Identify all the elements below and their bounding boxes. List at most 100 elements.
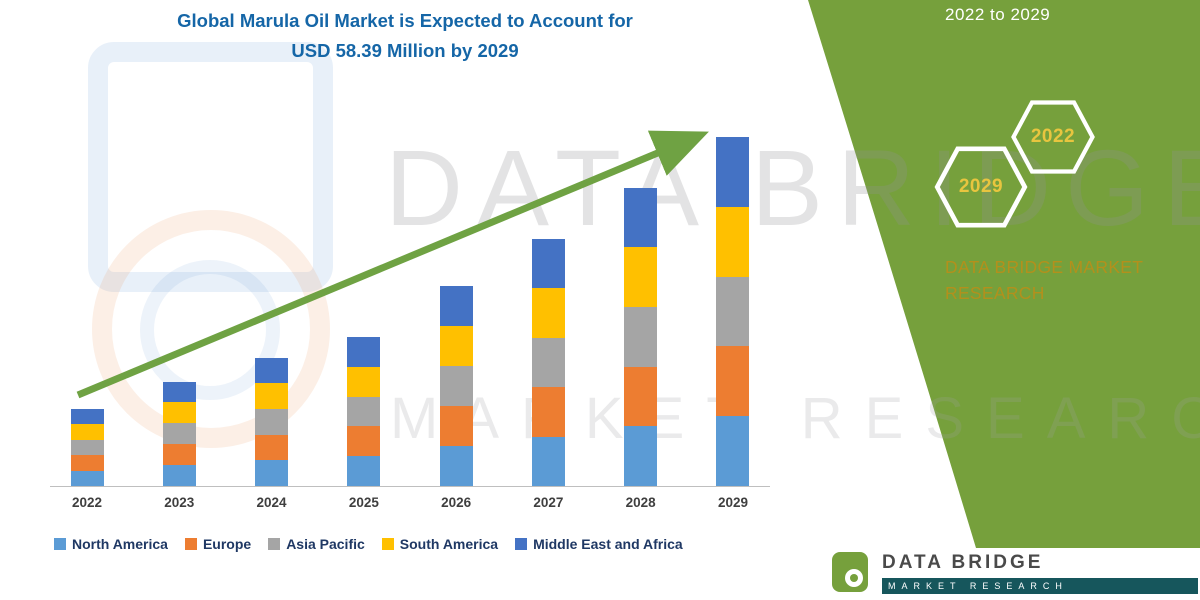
bar-segment [439, 366, 473, 406]
bar-stack [531, 238, 565, 486]
bar-segment [716, 206, 750, 277]
footer-brand-name: DATA BRIDGE [882, 552, 1044, 573]
hexagon-2029: 2029 [933, 146, 1029, 228]
logo-dot-shape [850, 574, 858, 582]
bar-stack [624, 187, 658, 486]
bar-column-2029 [702, 128, 764, 486]
bar-column-2026 [425, 128, 487, 486]
legend-swatch [54, 538, 66, 550]
chart-legend: North America Europe Asia Pacific South Ame… [50, 536, 770, 552]
bar-segment [716, 137, 750, 207]
bar-segment [624, 187, 658, 248]
legend-item-europe: Europe [184, 536, 252, 552]
bar-segment [624, 426, 658, 486]
bar-segment [624, 366, 658, 427]
x-axis-labels: 2022 2023 2024 2025 2026 2027 2028 2029 [50, 495, 770, 510]
bar-stack [347, 337, 381, 486]
bar-segment [347, 337, 381, 367]
bar-segment [70, 439, 104, 455]
legend-swatch [381, 538, 394, 550]
legend-swatch [184, 538, 197, 550]
bar-stack [716, 137, 750, 486]
green-side-panel [808, 0, 1200, 548]
bar-segment [531, 337, 565, 387]
x-axis-line [50, 486, 770, 487]
panel-brand-line1: DATA BRIDGE MARKET [945, 257, 1144, 277]
footer-brand-block: DATA BRIDGE MARKET RESEARCH [882, 552, 1198, 594]
bar-segment [255, 408, 289, 435]
x-axis-label: 2026 [441, 495, 472, 510]
legend-label: Middle East and Africa [533, 536, 683, 552]
bar-segment [347, 396, 381, 427]
bar-segment [70, 424, 104, 440]
hexagon-outline-icon [934, 146, 1028, 228]
bar-column-2027 [517, 128, 579, 486]
legend-label: Europe [202, 536, 252, 552]
bar-stack [162, 381, 196, 486]
stacked-bar-chart: 2022 2023 2024 2025 2026 2027 2028 2029 North A… [50, 128, 770, 552]
bar-segment [70, 470, 104, 486]
bar-segment [162, 423, 196, 445]
bar-column-2023 [148, 128, 210, 486]
bar-segment [531, 387, 565, 437]
bar-segment [531, 288, 565, 338]
legend-item-south-america: South America [381, 536, 499, 552]
side-panel-content: 2022 to 2029 2029 2022 DATA BRIDGE MARKE… [780, 0, 1200, 600]
bar-segment [531, 238, 565, 288]
hexagon-2022-label: 2022 [1030, 126, 1076, 147]
legend-swatch [515, 538, 528, 550]
legend-item-asia-pacific: Asia Pacific [268, 536, 365, 552]
x-axis-label: 2022 [71, 495, 103, 510]
hexagon-2022: 2022 [1010, 100, 1096, 174]
databridge-logo-icon [832, 552, 868, 592]
bar-segment [624, 247, 658, 307]
legend-item-middle-east-and-africa: Middle East and Africa [515, 536, 683, 552]
bar-stack [255, 357, 289, 486]
bar-segment [255, 357, 289, 384]
hexagon-outline-icon [1011, 100, 1095, 174]
x-axis-label: 2023 [164, 495, 195, 510]
bar-column-2028 [610, 128, 672, 486]
x-axis-label: 2029 [717, 495, 748, 510]
chart-title-line2: USD 58.39 Million by 2029 [291, 39, 519, 61]
bar-segment [439, 286, 473, 326]
footer-brand-subtitle: MARKET RESEARCH [882, 578, 1198, 594]
legend-swatch [268, 538, 281, 550]
bar-stack [70, 408, 104, 486]
legend-item-north-america: North America [54, 536, 168, 552]
bar-segment [624, 306, 658, 367]
bar-segment [347, 456, 381, 486]
chart-title-line1: Global Marula Oil Market is Expected to … [177, 10, 633, 31]
x-axis-label: 2027 [533, 495, 564, 510]
bar-segment [716, 276, 750, 347]
bar-segment [531, 436, 565, 486]
bar-column-2022 [56, 128, 118, 486]
bar-segment [162, 381, 196, 403]
footer-logo: DATA BRIDGE MARKET RESEARCH [832, 552, 1198, 594]
hexagon-2029-label: 2029 [958, 176, 1004, 197]
x-axis-label: 2025 [348, 495, 379, 510]
bar-segment [70, 455, 104, 471]
bar-segment [439, 326, 473, 366]
bar-column-2025 [333, 128, 395, 486]
x-axis-label: 2024 [256, 495, 287, 510]
panel-brand-text: DATA BRIDGE MARKET RESEARCH [945, 254, 1143, 307]
bar-segment [439, 406, 473, 446]
bar-segment [347, 366, 381, 397]
bar-stack [439, 286, 473, 486]
bar-segment [716, 346, 750, 417]
bar-segment [439, 446, 473, 486]
chart-title: Global Marula Oil Market is Expected to … [105, 6, 705, 65]
bar-segment [162, 465, 196, 486]
legend-label: North America [72, 536, 168, 552]
bar-segment [255, 434, 289, 461]
bar-segment [162, 402, 196, 424]
bar-segment [70, 408, 104, 424]
legend-label: South America [399, 536, 499, 552]
bar-segment [347, 426, 381, 457]
legend-label: Asia Pacific [286, 536, 365, 552]
plot-area [50, 128, 770, 486]
bar-segment [716, 416, 750, 486]
bar-segment [255, 383, 289, 409]
